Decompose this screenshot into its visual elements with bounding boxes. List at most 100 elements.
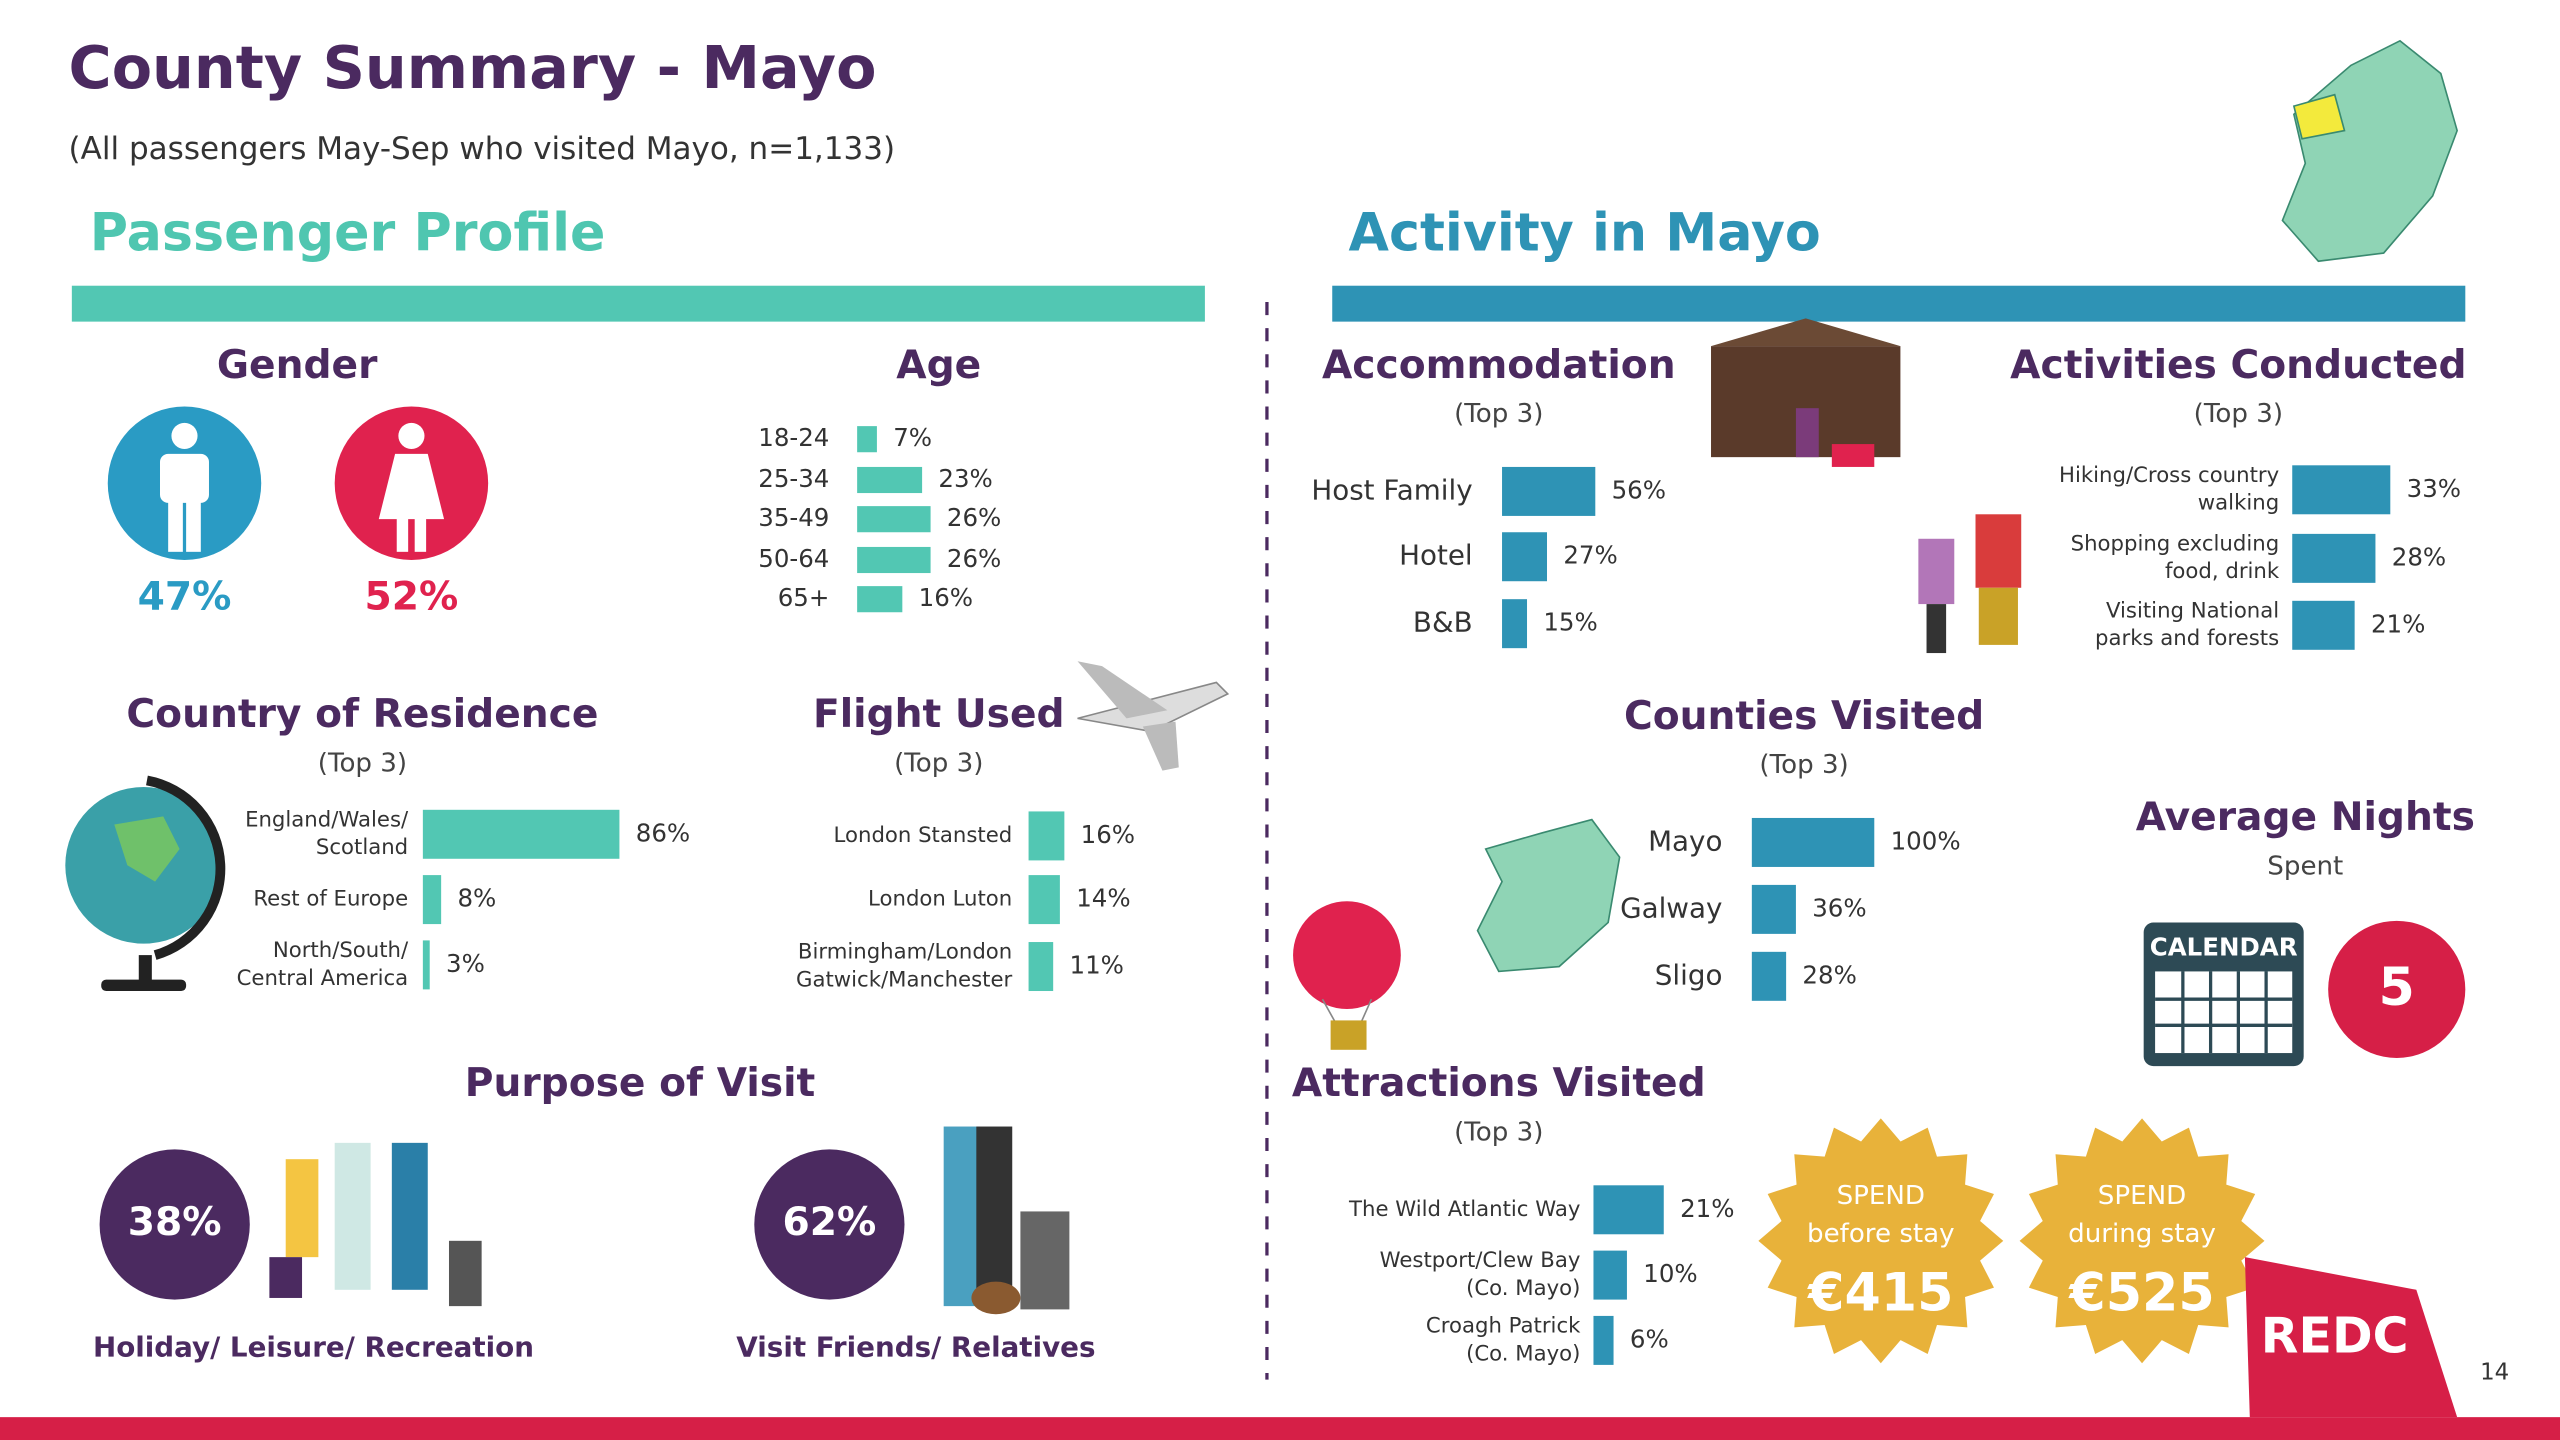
bar xyxy=(2292,533,2376,583)
flight-title: Flight Used xyxy=(813,692,1065,737)
section-title: Activity in Mayo xyxy=(1349,204,1821,264)
balloon-illustration xyxy=(1293,901,1401,1050)
spend-line: before stay xyxy=(1807,1219,1955,1249)
attractions-title: Attractions Visited xyxy=(1292,1061,1706,1106)
male-share: 47% xyxy=(138,575,232,620)
bar-label: food, drink xyxy=(2165,559,2280,584)
bar xyxy=(1593,1185,1664,1235)
bar-label: Central America xyxy=(237,966,409,991)
bar xyxy=(1502,466,1596,516)
bar-label: 35-49 xyxy=(758,503,829,532)
section-title: Passenger Profile xyxy=(90,204,606,264)
bar xyxy=(1751,951,1787,1001)
female-figure xyxy=(378,422,445,552)
value-label: 100% xyxy=(1891,826,1961,855)
value-label: 14% xyxy=(1076,884,1130,913)
map-icon xyxy=(1476,818,1621,973)
bar xyxy=(1028,811,1065,861)
spend-line: SPEND xyxy=(1837,1181,1925,1211)
value-label: 3% xyxy=(446,949,485,978)
value-label: 21% xyxy=(1680,1194,1734,1223)
accommodation-title: Accommodation xyxy=(1322,343,1676,388)
bar-label: (Co. Mayo) xyxy=(1466,1276,1580,1301)
map-icon xyxy=(2281,39,2459,263)
spend-line: during stay xyxy=(2068,1219,2216,1249)
bar-label: Sligo xyxy=(1655,958,1723,991)
section-bar xyxy=(71,285,1205,322)
bar xyxy=(857,426,877,453)
value-label: 8% xyxy=(457,884,496,913)
value-label: 33% xyxy=(2407,474,2461,503)
friends-illustration xyxy=(943,1126,1070,1315)
attractions-subtitle: (Top 3) xyxy=(1454,1118,1543,1148)
bar-label: 50-64 xyxy=(758,544,829,573)
travellers-illustration xyxy=(269,1142,482,1307)
value-label: 15% xyxy=(1543,608,1597,637)
value-label: 26% xyxy=(947,503,1001,532)
nights-title: Average Nights xyxy=(2136,795,2475,840)
value-label: 6% xyxy=(1630,1324,1669,1353)
bar-label: Hiking/Cross country xyxy=(2059,463,2279,488)
value-label: 36% xyxy=(1812,893,1866,922)
bar-label: 18-24 xyxy=(758,423,829,452)
value-label: 16% xyxy=(919,583,973,612)
bar xyxy=(857,466,923,494)
footer-bar xyxy=(0,1417,2560,1440)
calendar-label: CALENDAR xyxy=(2150,933,2298,962)
bar xyxy=(1502,532,1548,582)
spend-amount: €415 xyxy=(1807,1263,1953,1323)
value-label: 26% xyxy=(947,544,1001,573)
calendar-icon xyxy=(2143,922,2304,1067)
bar-label: Hotel xyxy=(1399,539,1473,572)
hotel-illustration xyxy=(1711,318,1901,467)
bar-label: North/South/ xyxy=(273,938,409,963)
bar xyxy=(857,546,931,574)
bar xyxy=(422,809,620,859)
purpose-share: 38% xyxy=(128,1200,222,1245)
bar-label: London Stansted xyxy=(834,823,1013,848)
bar xyxy=(857,506,931,533)
hikers-illustration xyxy=(1918,514,2022,654)
plane-icon xyxy=(1077,661,1230,771)
bar-label: Westport/Clew Bay xyxy=(1380,1248,1581,1273)
bar-label: Mayo xyxy=(1648,824,1722,857)
bar xyxy=(422,940,430,990)
age-title: Age xyxy=(896,343,981,388)
bar xyxy=(422,875,442,925)
value-label: 86% xyxy=(636,818,690,847)
brand-shape xyxy=(2244,1257,2458,1418)
bar-label: walking xyxy=(2198,491,2279,516)
bar-label: (Co. Mayo) xyxy=(1466,1341,1580,1366)
globe-icon xyxy=(65,775,226,992)
purpose-title: Purpose of Visit xyxy=(465,1061,816,1106)
value-label: 28% xyxy=(1802,960,1856,989)
purpose-share: 62% xyxy=(783,1200,877,1245)
bar-label: England/Wales/ xyxy=(245,807,409,832)
bar-label: Visiting National xyxy=(2106,598,2279,623)
section-bar xyxy=(1332,285,2466,322)
bar-label: Birmingham/London xyxy=(798,940,1012,965)
spend-amount: €525 xyxy=(2068,1263,2214,1323)
spend-badge xyxy=(2019,1118,2265,1364)
nights-subtitle: Spent xyxy=(2267,851,2343,881)
bar xyxy=(1028,942,1054,992)
value-label: 28% xyxy=(2392,542,2446,571)
value-label: 16% xyxy=(1081,820,1135,849)
bar-label: The Wild Atlantic Way xyxy=(1348,1197,1580,1222)
bar xyxy=(1593,1250,1627,1300)
female-share: 52% xyxy=(365,575,459,620)
bar-label: Host Family xyxy=(1311,473,1472,506)
value-label: 10% xyxy=(1643,1259,1697,1288)
purpose-label: Visit Friends/ Relatives xyxy=(736,1331,1095,1364)
accommodation-subtitle: (Top 3) xyxy=(1454,399,1543,429)
bar-label: B&B xyxy=(1413,606,1473,639)
value-label: 11% xyxy=(1070,951,1124,980)
bar xyxy=(1751,884,1796,934)
male-figure xyxy=(160,422,209,552)
bar xyxy=(1593,1315,1614,1365)
page-number: 14 xyxy=(2480,1360,2509,1386)
bar-label: Rest of Europe xyxy=(253,887,408,912)
value-label: 56% xyxy=(1612,475,1666,504)
